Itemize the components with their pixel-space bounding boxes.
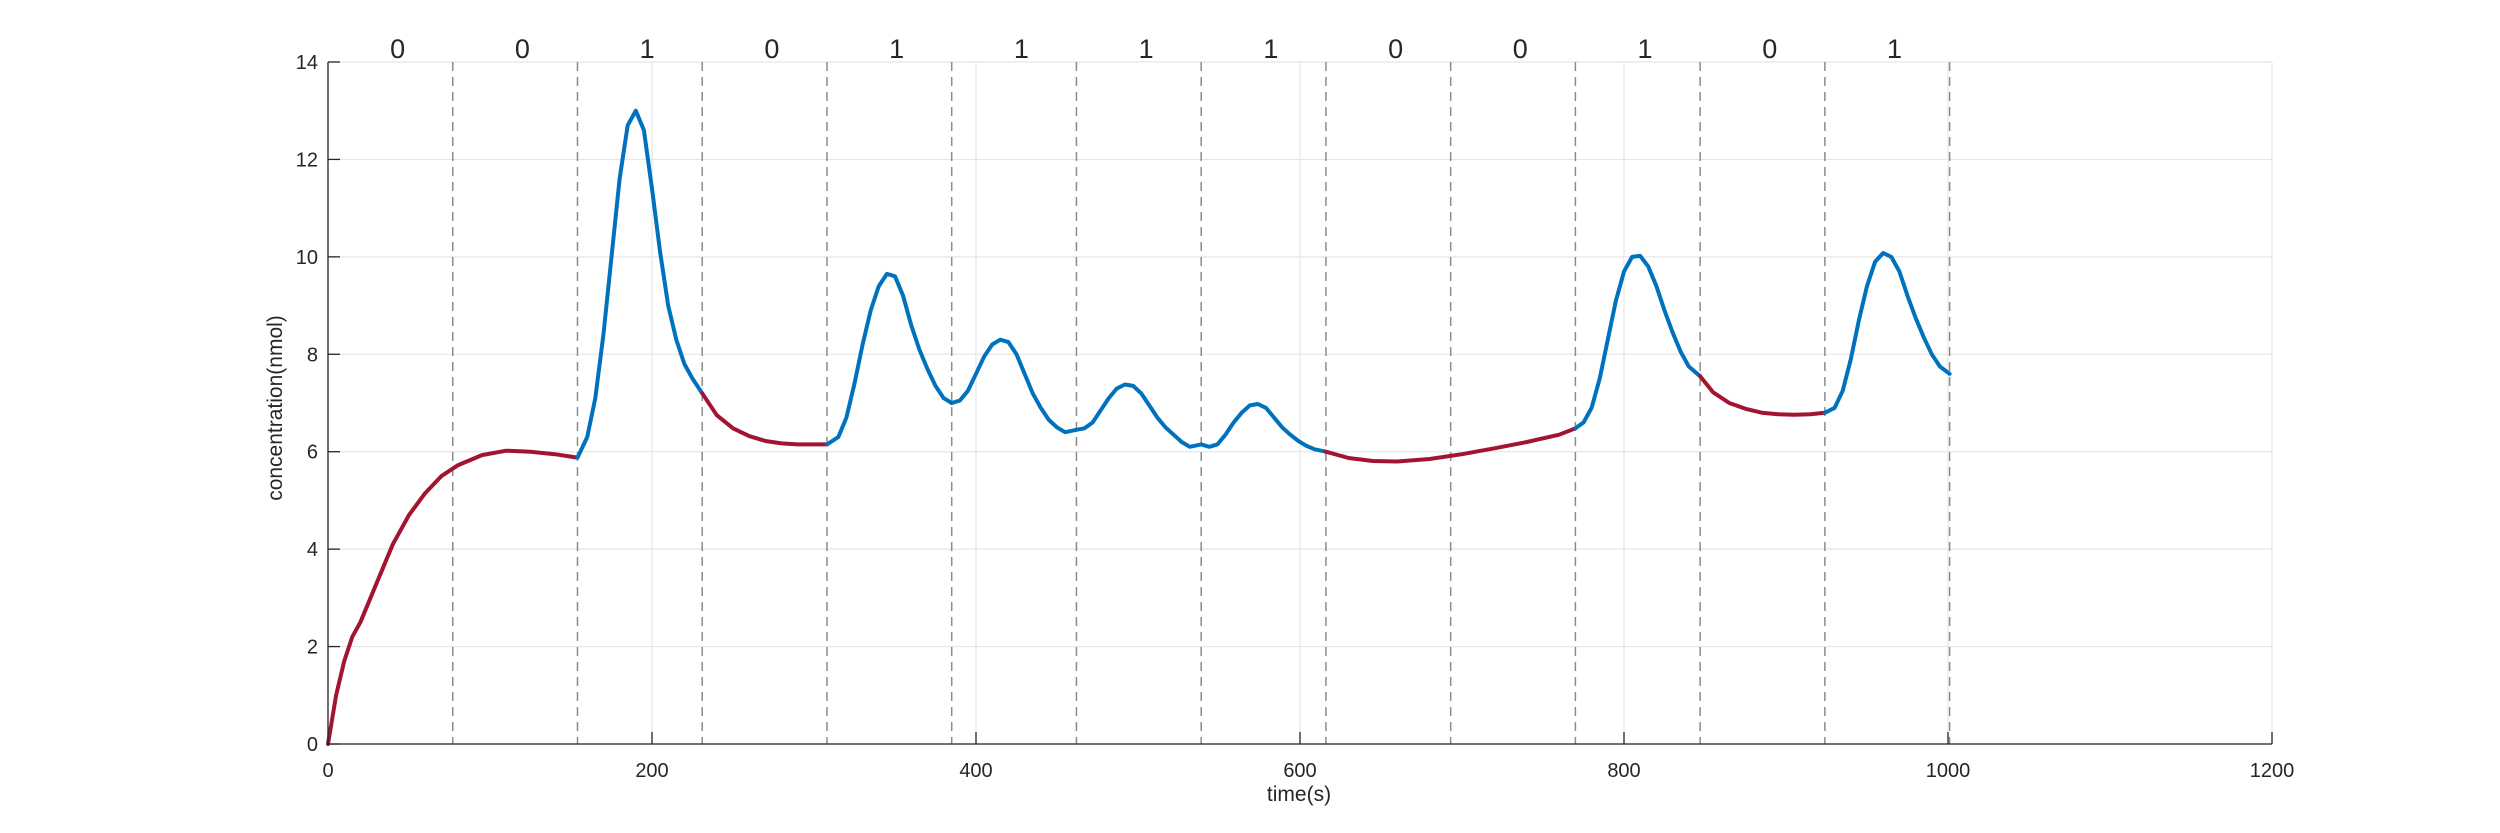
series-line-bit-1 [949,337,1079,435]
bit-label: 0 [515,34,530,64]
y-tick-label: 6 [307,442,318,464]
bit-label: 1 [640,34,655,64]
bit-label: 1 [1638,34,1653,64]
bit-label: 1 [1139,34,1154,64]
series-line-bit-1 [575,108,705,460]
series-line-bit-1 [825,271,954,447]
x-tick-label: 0 [322,760,333,782]
series-line-bit-0 [1323,426,1578,464]
bit-label: 0 [390,34,405,64]
x-tick-label: 200 [635,760,668,782]
y-tick-label: 14 [296,52,318,74]
y-tick-label: 8 [307,344,318,366]
series-line-bit-0 [1698,374,1827,417]
y-tick-label: 12 [296,149,318,171]
series-line-bit-1 [1199,402,1328,454]
bit-boundaries [451,62,1951,744]
bit-label: 0 [1388,34,1403,64]
axes: 0 200 400 600 800 1000 1200 0 2 4 6 8 10 12 14 [296,52,2295,782]
y-tick-label: 0 [307,734,318,756]
bit-label: 1 [1014,34,1029,64]
y-tick-label: 2 [307,637,318,659]
series-line-bit-1 [1074,382,1204,449]
x-tick-label: 800 [1607,760,1640,782]
series-line-bit-1 [1573,253,1703,431]
series-line-bit-1 [1822,251,1952,415]
bit-label: 1 [1887,34,1902,64]
y-tick-label: 4 [307,539,318,561]
x-tick-label: 400 [959,760,992,782]
bit-label: 1 [1263,34,1278,64]
series-line-bit-0 [326,448,580,746]
grid [327,61,2273,745]
x-tick-label: 1200 [2250,760,2295,782]
x-axis-label: time(s) [1267,783,1331,806]
bit-label: 1 [889,34,904,64]
x-tick-label: 600 [1283,760,1316,782]
series-line-bit-0 [700,391,829,447]
bit-label: 0 [1513,34,1528,64]
concentration-series [326,108,1952,746]
bit-labels: 0 0 1 0 1 1 1 1 0 0 1 0 1 [390,34,1902,64]
y-tick-label: 10 [296,247,318,269]
x-tick-label: 1000 [1926,760,1971,782]
bit-label: 0 [764,34,779,64]
bit-label: 0 [1762,34,1777,64]
y-axis-label: concentration(nmol) [264,315,287,501]
